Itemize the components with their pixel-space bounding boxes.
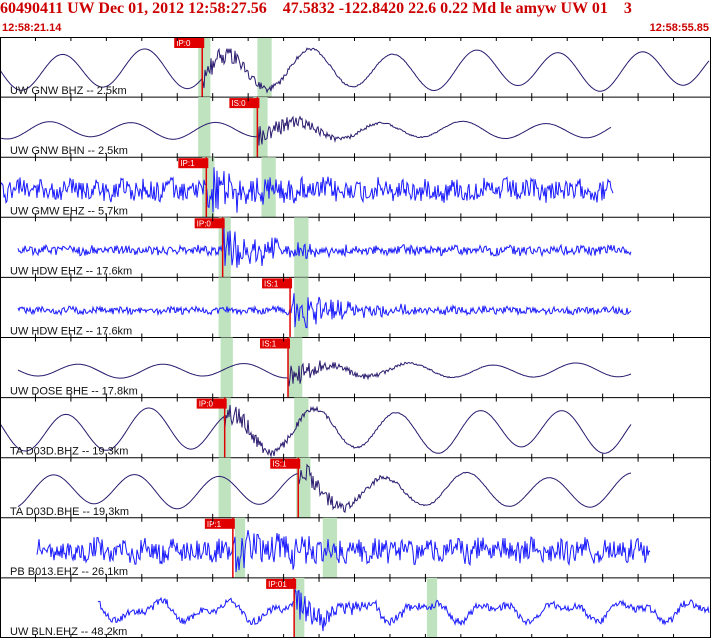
- pick-label: IP:1: [207, 520, 222, 529]
- pick-label: IS:1: [262, 340, 277, 349]
- channel-row: IP:0 UW GNW BHZ -- 2.5km: [0, 37, 711, 98]
- pick-label: IP:0: [176, 39, 191, 48]
- channel-row: IP:1 UW GMW EHZ -- 5.7km: [0, 157, 711, 218]
- seismic-trace: [97, 589, 710, 632]
- seismic-trace: [0, 404, 632, 458]
- seismic-trace: [36, 530, 651, 573]
- channel-label: UW HDW EHZ -- 17.6km: [10, 265, 132, 277]
- phase-window: [218, 457, 231, 518]
- channel-row: IS:0 UW GNW BHN -- 2.5km: [0, 97, 711, 158]
- phase-window: [202, 157, 215, 218]
- pick-label: IP:0: [199, 400, 214, 409]
- channel-row: IS:1 UW HDW EHZ -- 17.6km: [0, 277, 711, 338]
- phase-window: [322, 517, 338, 578]
- phase-window: [198, 97, 211, 158]
- pick-flag: [262, 278, 293, 289]
- pick-flag: [270, 458, 301, 469]
- channel-label: UW GNW BHZ -- 2.5km: [10, 85, 127, 97]
- channel-label: UW GNW BHN -- 2.5km: [10, 145, 128, 157]
- seismic-trace: [0, 167, 614, 213]
- channel-row: IP:0 TA D03D.BHZ -- 19.3km: [0, 397, 711, 459]
- pick-label: IP:01: [268, 580, 287, 589]
- pick-flag: [174, 38, 205, 48]
- pick-label: IP:1: [180, 159, 195, 168]
- channel-label: UW HDW EHZ -- 17.6km: [10, 326, 132, 338]
- time-end: 12:58:55.85: [649, 22, 709, 34]
- seismic-trace: [17, 293, 632, 329]
- seismic-trace: [17, 227, 632, 268]
- seismic-trace: [17, 360, 632, 387]
- channel-label: UW BLN.EHZ -- 48.2km: [10, 626, 127, 638]
- pick-label: IS:1: [264, 279, 279, 288]
- phase-window: [294, 217, 309, 278]
- pick-flag: [260, 338, 291, 349]
- pick-flag: [229, 98, 260, 109]
- channel-row: IS:1 TA D03D.BHE -- 19.3km: [0, 457, 711, 519]
- header-bar: 60490411 UW Dec 01, 2012 12:58:27.56 47.…: [0, 0, 711, 34]
- channel-label: UW DOSE BHE -- 17.8km: [10, 386, 138, 398]
- pick-flag: [266, 578, 297, 589]
- time-start: 12:58:21.14: [2, 22, 62, 34]
- channel-label: TA D03D.BHE -- 19.3km: [10, 506, 129, 518]
- phase-window: [218, 277, 231, 338]
- event-title: 60490411 UW Dec 01, 2012 12:58:27.56 47.…: [0, 0, 632, 17]
- pick-flag: [178, 158, 209, 169]
- channel-row: IP:01 UW BLN.EHZ -- 48.2km: [0, 577, 711, 638]
- pick-label: IS:1: [272, 460, 287, 469]
- seismic-trace: [17, 463, 632, 513]
- phase-window: [288, 337, 303, 398]
- seismic-trace: [0, 115, 612, 146]
- phase-window: [426, 577, 438, 638]
- channel-label: PB B013.EHZ -- 26.1km: [10, 566, 128, 578]
- phase-window: [234, 517, 246, 578]
- channel-row: IP:1 PB B013.EHZ -- 26.1km: [0, 517, 711, 579]
- channel-row: IP:0 UW HDW EHZ -- 17.6km: [0, 217, 711, 278]
- phase-window: [220, 337, 233, 398]
- pick-flag: [196, 398, 227, 409]
- pick-label: IS:0: [231, 99, 246, 108]
- seismogram-panel: IP:0 UW GNW BHZ -- 2.5km IS:0 UW GNW BHN --…: [0, 37, 711, 638]
- channel-row: IS:1 UW DOSE BHE -- 17.8km: [0, 337, 711, 399]
- pick-flag: [194, 218, 225, 229]
- phase-window: [198, 37, 211, 98]
- channel-label: TA D03D.BHZ -- 19.3km: [10, 446, 128, 458]
- seismic-trace: [0, 47, 710, 94]
- pick-flag: [204, 518, 235, 529]
- pick-label: IP:0: [197, 219, 212, 228]
- channel-label: UW GMW EHZ -- 5.7km: [10, 205, 128, 217]
- phase-window: [257, 37, 272, 98]
